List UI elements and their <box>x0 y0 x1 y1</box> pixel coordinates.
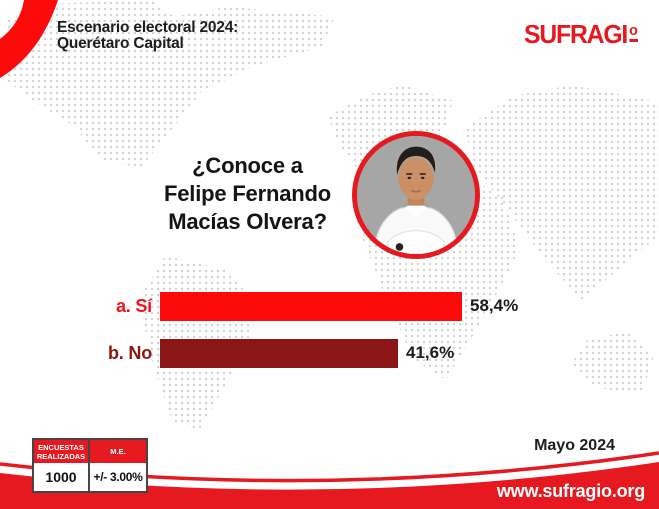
website-url: www.sufragio.org <box>496 481 645 501</box>
logo-wordmark: SUFRAGI <box>524 19 628 49</box>
stats-header-me: M.E. <box>90 440 146 463</box>
bar-label-si: a. Sí <box>115 295 152 316</box>
date-label: Mayo 2024 <box>534 437 615 454</box>
footer-band <box>0 462 659 509</box>
bar-value-no: 41,6% <box>406 343 455 362</box>
sample-stats-table: ENCUESTAS REALIZADAS M.E. 1000 +/- 3.00% <box>32 438 148 493</box>
bar-row-si: a. Sí 58,4% <box>0 291 659 321</box>
person-portrait-icon <box>357 136 475 254</box>
bar-si <box>160 291 462 321</box>
question-line1: ¿Conoce a <box>192 153 303 178</box>
poll-question: ¿Conoce a Felipe Fernando Macías Olvera? <box>90 152 405 236</box>
title-line1: Escenario electoral 2024: <box>57 19 239 36</box>
bar-label-no: b. No <box>108 342 152 363</box>
sufragio-logo: SUFRAGI o <box>524 21 638 47</box>
page-title: Escenario electoral 2024: Querétaro Capi… <box>57 20 238 52</box>
bar-no <box>160 338 398 368</box>
bar-value-si: 58,4% <box>470 296 519 315</box>
title-line2: Querétaro Capital <box>57 35 184 52</box>
question-line3: Macías Olvera? <box>168 209 327 234</box>
logo-superscript-o: o <box>629 23 638 42</box>
stats-value-me: +/- 3.00% <box>90 463 146 491</box>
stats-value-surveys: 1000 <box>34 463 90 491</box>
stats-header-surveys: ENCUESTAS REALIZADAS <box>34 440 90 463</box>
bar-row-no: b. No 41,6% <box>0 338 659 368</box>
question-line2: Felipe Fernando <box>164 181 331 206</box>
corner-arc-decoration <box>0 0 58 78</box>
candidate-photo <box>352 131 480 259</box>
